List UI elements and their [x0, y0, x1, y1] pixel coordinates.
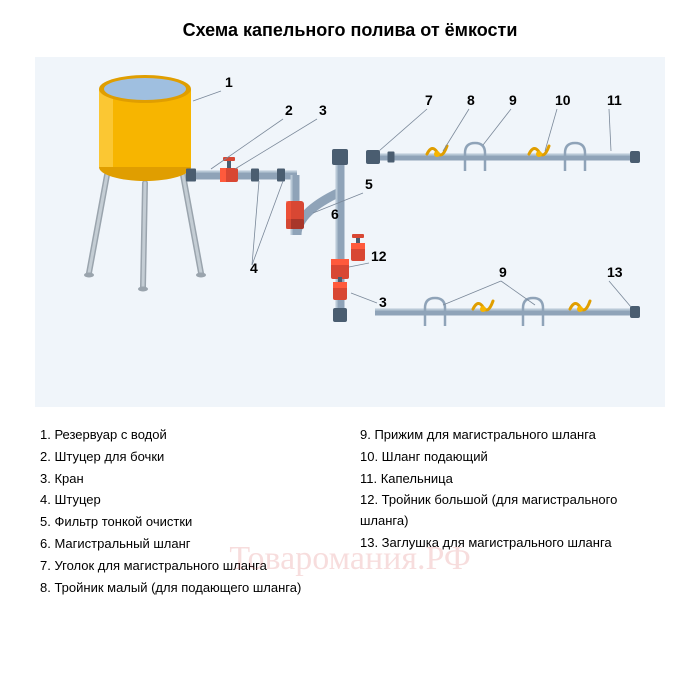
legend-item: 5. Фильтр тонкой очистки — [40, 512, 340, 533]
legend-item: 3. Кран — [40, 469, 340, 490]
legend-col-left: 1. Резервуар с водой2. Штуцер для бочки3… — [40, 425, 340, 599]
legend-item: 4. Штуцер — [40, 490, 340, 511]
svg-text:4: 4 — [250, 260, 258, 276]
svg-text:5: 5 — [365, 176, 373, 192]
legend-item: 9. Прижим для магистрального шланга — [360, 425, 660, 446]
legend-item: 7. Уголок для магистрального шланга — [40, 556, 340, 577]
svg-text:11: 11 — [607, 92, 622, 108]
svg-text:13: 13 — [607, 264, 623, 280]
svg-text:1: 1 — [225, 74, 233, 90]
irrigation-diagram: 1234563127891011913 — [35, 57, 665, 407]
svg-text:2: 2 — [285, 102, 293, 118]
legend-item: 11. Капельница — [360, 469, 660, 490]
svg-text:6: 6 — [331, 206, 339, 222]
svg-text:10: 10 — [555, 92, 571, 108]
legend: 1. Резервуар с водой2. Штуцер для бочки3… — [0, 407, 700, 599]
svg-text:3: 3 — [319, 102, 327, 118]
svg-text:9: 9 — [499, 264, 507, 280]
svg-text:3: 3 — [379, 294, 387, 310]
legend-item: 10. Шланг подающий — [360, 447, 660, 468]
legend-item: 1. Резервуар с водой — [40, 425, 340, 446]
legend-item: 6. Магистральный шланг — [40, 534, 340, 555]
legend-col-right: 9. Прижим для магистрального шланга10. Ш… — [360, 425, 660, 599]
svg-text:7: 7 — [425, 92, 433, 108]
legend-item: 2. Штуцер для бочки — [40, 447, 340, 468]
legend-item: 13. Заглушка для магистрального шланга — [360, 533, 660, 554]
svg-text:12: 12 — [371, 248, 387, 264]
page-title: Схема капельного полива от ёмкости — [0, 0, 700, 57]
legend-item: 12. Тройник большой (для магистрального … — [360, 490, 660, 532]
svg-text:8: 8 — [467, 92, 475, 108]
legend-item: 8. Тройник малый (для подающего шланга) — [40, 578, 340, 599]
svg-text:9: 9 — [509, 92, 517, 108]
